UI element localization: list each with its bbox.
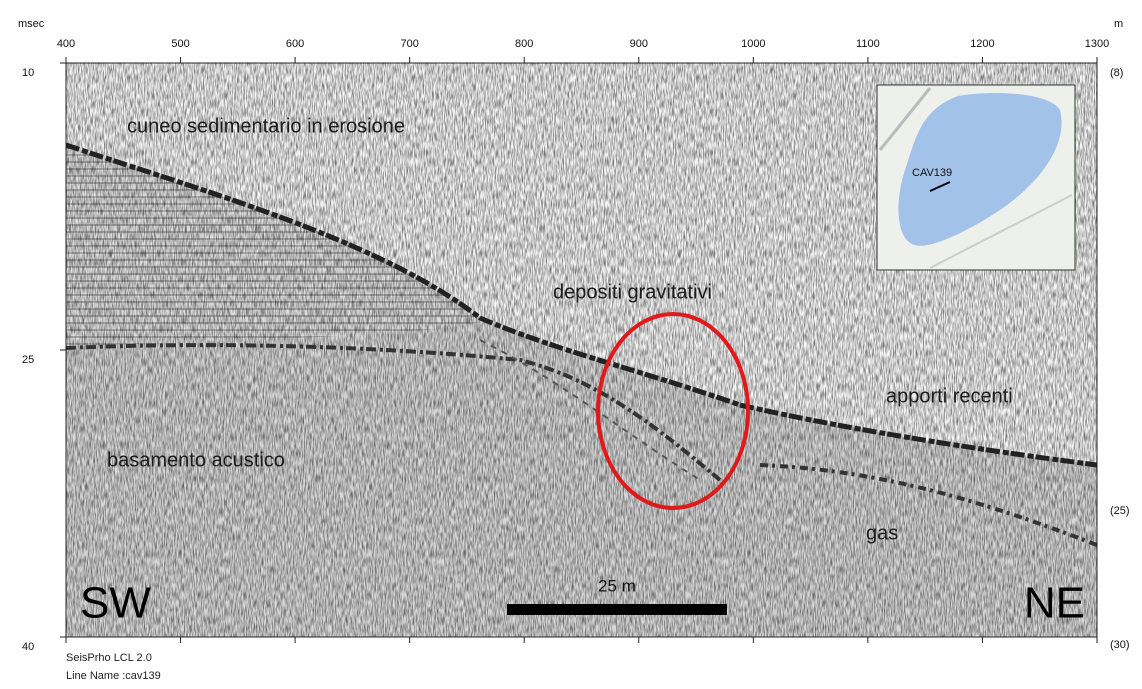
page: {"top_axis": {"unit": "m", "ticks": [400…	[0, 0, 1142, 689]
right-tick-label: (8)	[1110, 67, 1123, 79]
left-tick-label: 10	[22, 67, 34, 79]
top-tick-label: 1100	[856, 38, 880, 50]
left-tick-label: 25	[22, 354, 34, 366]
annotation: depositi gravitativi	[553, 281, 712, 303]
footer-text: SeisPrho LCL 2.0	[66, 652, 152, 664]
footer-text: Line Name :cav139	[66, 670, 161, 682]
scale-bar-label: 25 m	[598, 576, 636, 595]
figure: CAV139 msec m cuneo sedimentario in eros…	[0, 0, 1142, 689]
scale-bar	[507, 604, 727, 615]
right-tick-label: (25)	[1110, 505, 1130, 517]
top-tick-label: 1000	[741, 38, 765, 50]
annotation: gas	[866, 522, 898, 544]
direction-label: SW	[80, 579, 151, 628]
top-tick-label: 600	[286, 38, 304, 50]
annotation: basamento acustico	[107, 449, 285, 471]
top-tick-label: 1200	[970, 38, 994, 50]
top-axis-unit: m	[1114, 18, 1123, 30]
right-tick-label: (30)	[1110, 639, 1130, 651]
direction-label: NE	[1024, 579, 1085, 628]
left-tick-label: 40	[22, 641, 34, 653]
top-tick-label: 900	[630, 38, 648, 50]
left-axis-unit: msec	[18, 18, 45, 30]
top-tick-label: 800	[515, 38, 533, 50]
top-tick-label: 700	[400, 38, 418, 50]
top-tick-label: 400	[57, 38, 75, 50]
top-tick-label: 500	[171, 38, 189, 50]
inset-map: CAV139	[877, 85, 1075, 270]
annotation: cuneo sedimentario in erosione	[127, 115, 405, 137]
annotation: apporti recenti	[886, 385, 1013, 407]
top-tick-label: 1300	[1085, 38, 1109, 50]
inset-label: CAV139	[912, 167, 952, 179]
